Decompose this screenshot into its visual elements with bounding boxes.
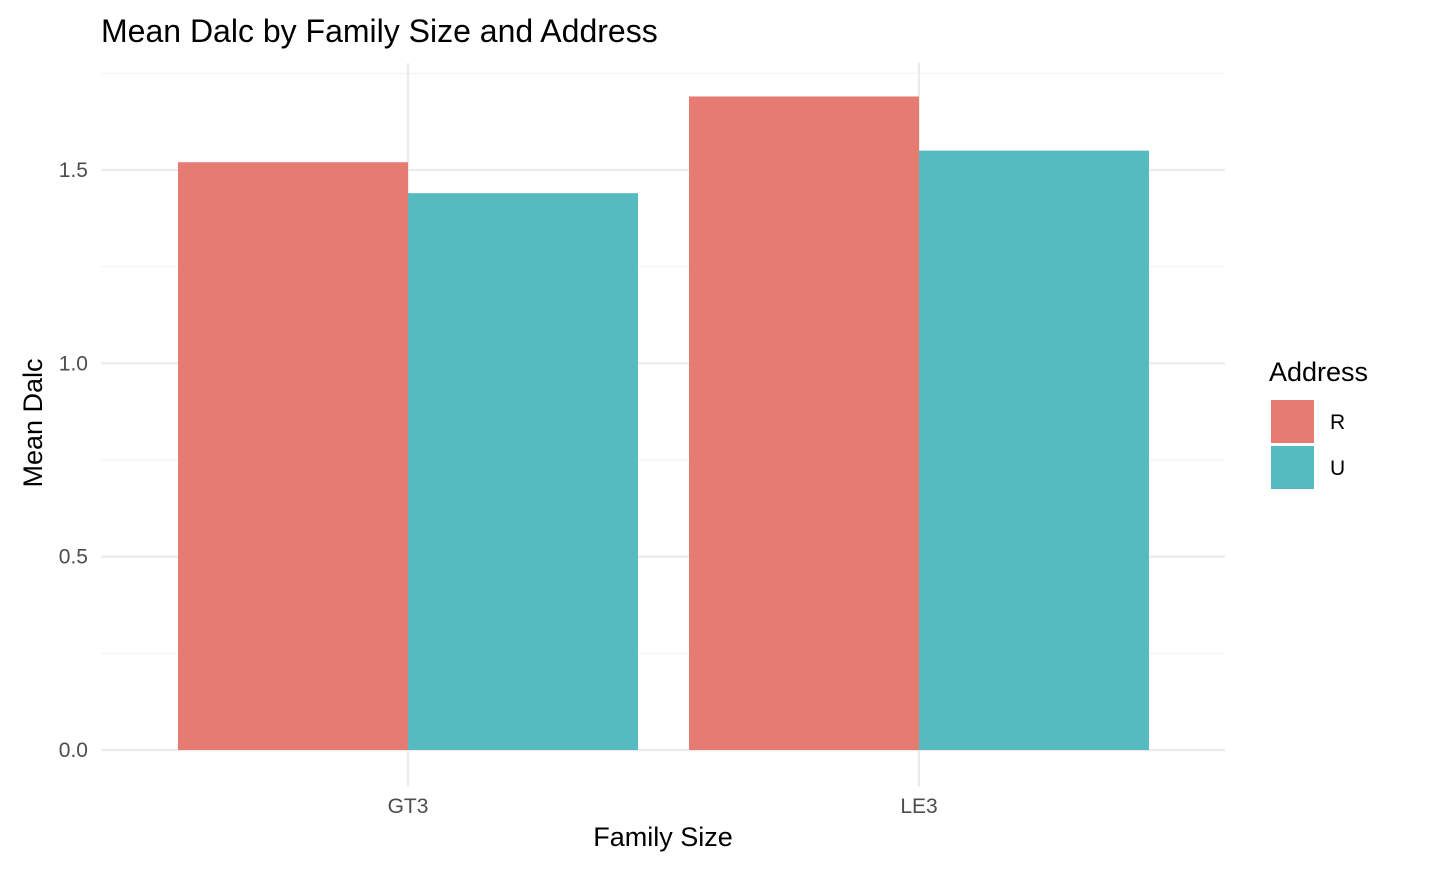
bars	[178, 96, 1149, 751]
bar-gt3-u	[408, 193, 638, 751]
x-axis-ticks: GT3 LE3	[388, 795, 938, 818]
y-axis-ticks: 0.0 0.5 1.0 1.5	[59, 159, 88, 762]
x-tick-label: LE3	[900, 795, 937, 818]
y-tick-label: 0.0	[59, 739, 88, 762]
legend-title: Address	[1269, 357, 1368, 387]
bar-gt3-r	[178, 162, 408, 750]
y-tick-label: 1.0	[59, 352, 88, 375]
bar-le3-u	[919, 150, 1149, 751]
y-tick-label: 0.5	[59, 546, 88, 569]
y-tick-label: 1.5	[59, 159, 88, 182]
x-axis-title: Family Size	[593, 822, 733, 852]
x-tick-label: GT3	[388, 795, 429, 818]
legend-key-r	[1271, 400, 1314, 443]
y-axis-title: Mean Dalc	[18, 358, 48, 487]
legend-key-u	[1271, 446, 1314, 489]
legend-items: RU	[1271, 400, 1345, 489]
legend: Address RU	[1269, 357, 1368, 489]
chart-title: Mean Dalc by Family Size and Address	[101, 13, 658, 49]
legend-label-u: U	[1330, 457, 1345, 480]
bar-le3-r	[689, 96, 919, 751]
legend-label-r: R	[1330, 411, 1345, 434]
